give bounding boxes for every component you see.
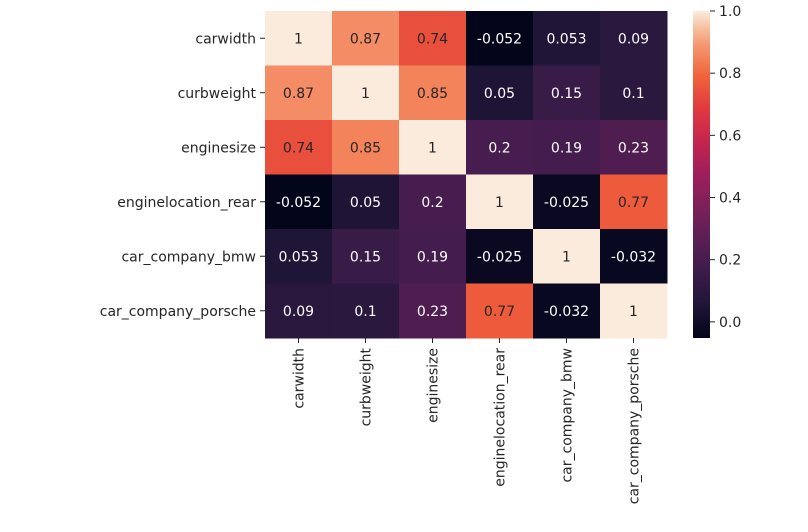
cell-annotation: 0.23: [618, 140, 649, 156]
cell-annotation: 0.053: [278, 249, 318, 265]
colorbar-ticks: 0.0 0.2 0.4 0.6 0.8 1.0: [710, 4, 741, 331]
cell-annotation: 0.87: [350, 31, 381, 47]
cell-annotation: 0.87: [283, 86, 314, 102]
cell-annotation: 0.19: [417, 249, 448, 265]
cell-annotation: 1: [629, 304, 638, 320]
heatmap-cells: [265, 11, 668, 339]
cell-annotation: 1: [495, 195, 504, 211]
row-tick-label: car_company_bmw: [121, 249, 256, 265]
colorbar-tick-label: 0.0: [719, 315, 741, 331]
cell-annotation: 0.05: [484, 86, 515, 102]
colorbar-tick-label: 1.0: [719, 4, 741, 20]
cell-annotation: -0.052: [276, 195, 321, 211]
cell-annotation: 0.15: [350, 249, 381, 265]
cell-annotation: 0.2: [488, 140, 510, 156]
cell-annotation: 1: [361, 86, 370, 102]
cell-annotation: 0.77: [618, 195, 649, 211]
cell-annotation: -0.032: [611, 249, 656, 265]
cell-annotation: 0.1: [354, 304, 376, 320]
colorbar-tick-label: 0.2: [719, 253, 741, 269]
cell-annotation: 1: [294, 31, 303, 47]
cell-annotation: 0.23: [417, 304, 448, 320]
cell-annotation: 0.053: [546, 31, 586, 47]
column-tick-label: enginesize: [426, 348, 442, 423]
row-tick-label: car_company_porsche: [100, 304, 256, 320]
cell-annotation: 0.74: [417, 31, 448, 47]
column-tick-label: carwidth: [292, 348, 308, 409]
cell-annotation: 0.19: [551, 140, 582, 156]
cell-annotation: 0.09: [618, 31, 649, 47]
row-tick-label: enginelocation_rear: [117, 195, 256, 211]
column-tick-label: car_company_porsche: [627, 348, 643, 504]
cell-annotation: 0.85: [417, 86, 448, 102]
cell-annotation: 0.1: [622, 86, 644, 102]
cell-annotation: 0.05: [350, 195, 381, 211]
cell-annotation: 1: [428, 140, 437, 156]
colorbar-tick-label: 0.8: [719, 66, 741, 82]
cell-annotation: 0.09: [283, 304, 314, 320]
cell-annotation: 0.15: [551, 86, 582, 102]
cell-annotation: -0.032: [544, 304, 589, 320]
column-tick-label: curbweight: [359, 347, 375, 426]
column-tick-label: car_company_bmw: [560, 348, 576, 483]
column-tick-label: enginelocation_rear: [493, 348, 509, 487]
column-tick-labels: carwidth curbweight enginesize enginelocati…: [292, 338, 643, 504]
cell-annotation: -0.025: [544, 195, 589, 211]
cell-annotation: 0.77: [484, 304, 515, 320]
cell-annotation: -0.052: [477, 31, 522, 47]
colorbar-tick-label: 0.6: [719, 128, 741, 144]
colorbar-tick-label: 0.4: [719, 191, 741, 207]
cell-annotation: -0.025: [477, 249, 522, 265]
cell-annotation: 0.85: [350, 140, 381, 156]
row-tick-label: carwidth: [195, 31, 256, 47]
row-tick-labels: carwidth curbweight enginesize enginelocati…: [100, 31, 265, 320]
cell-annotation: 0.2: [421, 195, 443, 211]
cell-annotation: 1: [562, 249, 571, 265]
colorbar: [693, 11, 710, 338]
row-tick-label: curbweight: [178, 86, 257, 102]
cell-annotation: 0.74: [283, 140, 314, 156]
row-tick-label: enginesize: [181, 140, 256, 156]
